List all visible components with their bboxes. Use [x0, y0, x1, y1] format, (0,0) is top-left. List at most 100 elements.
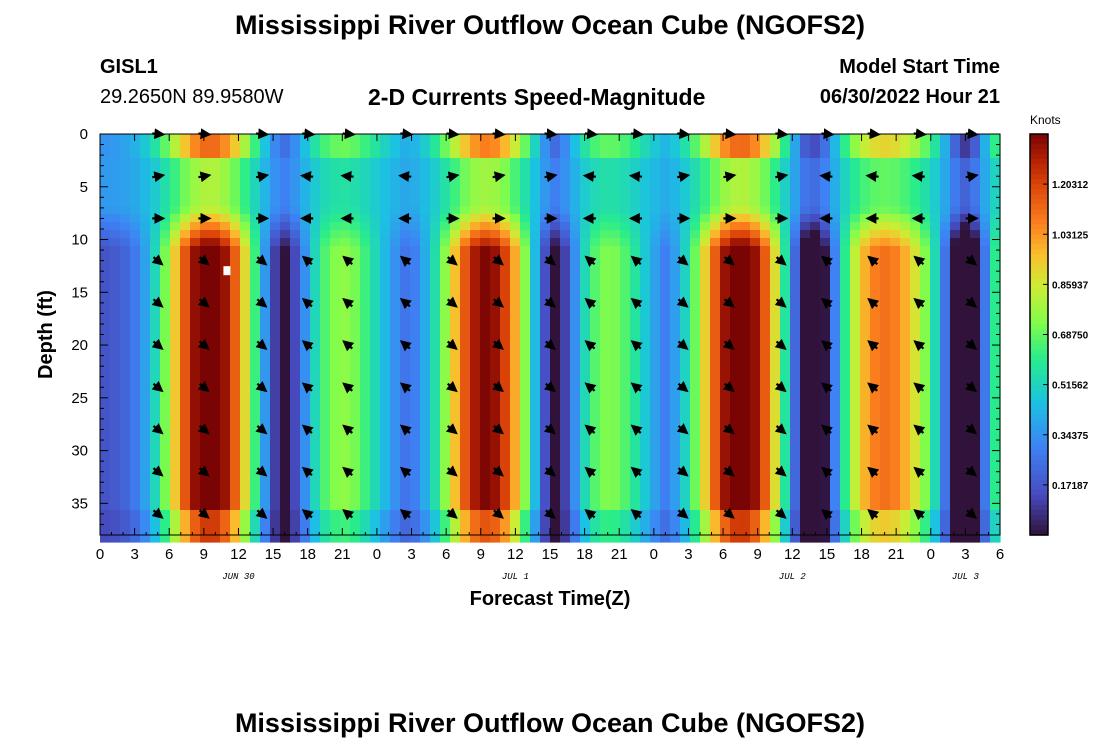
- heatmap-cell: [570, 430, 581, 439]
- heatmap-cell: [920, 334, 931, 343]
- heatmap-cell: [980, 246, 991, 255]
- current-arrow: [342, 424, 355, 436]
- heatmap-cell: [100, 278, 111, 287]
- heatmap-cell: [400, 350, 411, 359]
- heatmap-cell: [620, 174, 631, 183]
- heatmap-cell: [510, 438, 521, 447]
- heatmap-cell: [960, 166, 971, 175]
- heatmap-cell: [870, 486, 881, 495]
- heatmap-cell: [300, 534, 311, 543]
- heatmap-cell: [790, 526, 801, 535]
- heatmap-cell: [880, 214, 891, 223]
- current-arrow: [676, 254, 689, 266]
- heatmap-cell: [330, 214, 341, 223]
- heatmap-cell: [870, 414, 881, 423]
- heatmap-cell: [390, 342, 401, 351]
- heatmap-cell: [880, 302, 891, 311]
- heatmap-cell: [390, 422, 401, 431]
- heatmap-cell: [200, 446, 211, 455]
- heatmap-cell: [430, 478, 441, 487]
- heatmap-cell: [150, 374, 161, 383]
- heatmap-cell: [250, 198, 261, 207]
- heatmap-cell: [170, 262, 181, 271]
- heatmap-cell: [530, 158, 541, 167]
- heatmap-cell: [670, 254, 681, 263]
- heatmap-cell: [330, 374, 341, 383]
- heatmap-cell: [960, 534, 971, 543]
- heatmap-cell: [220, 494, 231, 503]
- heatmap-cell: [950, 334, 961, 343]
- heatmap-cell: [250, 206, 261, 215]
- heatmap-cell: [640, 366, 651, 375]
- heatmap-cell: [110, 382, 121, 391]
- heatmap-cell: [620, 534, 631, 543]
- heatmap-cell: [110, 534, 121, 543]
- current-arrow: [445, 338, 458, 351]
- heatmap-cell: [130, 310, 141, 319]
- heatmap-cell: [290, 150, 301, 159]
- heatmap-cell: [440, 334, 451, 343]
- heatmap-cell: [840, 350, 851, 359]
- heatmap-cell: [260, 286, 271, 295]
- heatmap-cell: [690, 390, 701, 399]
- heatmap-cell: [710, 382, 721, 391]
- heatmap-cell: [450, 142, 461, 151]
- heatmap-cell: [860, 150, 871, 159]
- heatmap-cell: [390, 366, 401, 375]
- heatmap-cell: [550, 198, 561, 207]
- heatmap-cell: [660, 254, 671, 263]
- heatmap-cell: [800, 270, 811, 279]
- heatmap-cell: [430, 222, 441, 231]
- heatmap-cell: [300, 478, 311, 487]
- heatmap-cell: [260, 446, 271, 455]
- heatmap-cell: [940, 398, 951, 407]
- heatmap-cell: [340, 350, 351, 359]
- heatmap-cell: [360, 310, 371, 319]
- heatmap-cell: [830, 494, 841, 503]
- heatmap-cell: [190, 254, 201, 263]
- heatmap-cell: [920, 438, 931, 447]
- heatmap-cell: [270, 238, 281, 247]
- heatmap-cell: [770, 430, 781, 439]
- heatmap-cell: [830, 150, 841, 159]
- heatmap-cell: [990, 366, 1001, 375]
- heatmap-cell: [320, 182, 331, 191]
- heatmap-cell: [530, 526, 541, 535]
- heatmap-cell: [180, 302, 191, 311]
- heatmap-cell: [720, 446, 731, 455]
- heatmap-cell: [970, 166, 981, 175]
- heatmap-cell: [310, 342, 321, 351]
- heatmap-cell: [910, 310, 921, 319]
- heatmap-cell: [520, 422, 531, 431]
- heatmap-cell: [500, 510, 511, 519]
- heatmap-cell: [610, 502, 621, 511]
- heatmap-cell: [800, 246, 811, 255]
- heatmap-cell: [820, 478, 831, 487]
- heatmap-cell: [430, 230, 441, 239]
- heatmap-cell: [420, 246, 431, 255]
- heatmap-cell: [850, 294, 861, 303]
- heatmap-cell: [170, 270, 181, 279]
- heatmap-cell: [210, 230, 221, 239]
- heatmap-cell: [440, 374, 451, 383]
- heatmap-cell: [910, 190, 921, 199]
- heatmap-cell: [130, 230, 141, 239]
- heatmap-cell: [630, 310, 641, 319]
- heatmap-cell: [180, 246, 191, 255]
- heatmap-cell: [540, 286, 551, 295]
- heatmap-cell: [240, 198, 251, 207]
- heatmap-cell: [380, 142, 391, 151]
- heatmap-cell: [710, 214, 721, 223]
- heatmap-cell: [190, 294, 201, 303]
- heatmap-cell: [500, 422, 511, 431]
- heatmap-cell: [430, 174, 441, 183]
- heatmap-cell: [650, 182, 661, 191]
- heatmap-cell: [210, 502, 221, 511]
- heatmap-cell: [370, 422, 381, 431]
- heatmap-cell: [200, 398, 211, 407]
- x-tick-label: 18: [576, 546, 593, 563]
- heatmap-cell: [420, 342, 431, 351]
- heatmap-cell: [130, 326, 141, 335]
- heatmap-cell: [370, 246, 381, 255]
- heatmap-cell: [840, 158, 851, 167]
